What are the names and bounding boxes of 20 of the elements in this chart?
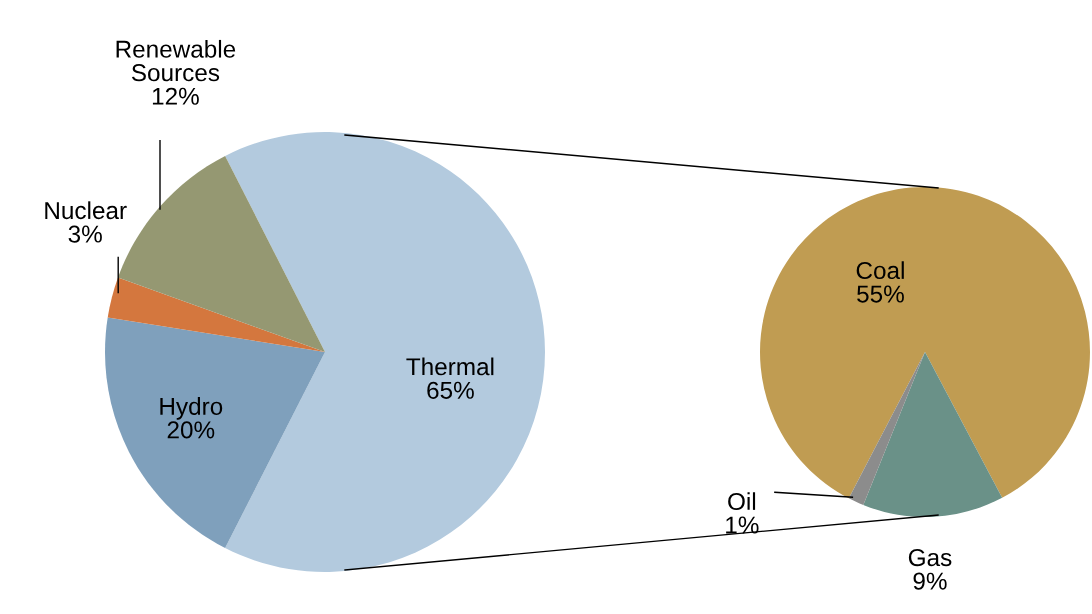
pie-slice (863, 352, 1003, 517)
slice-label: Oil (728, 492, 756, 511)
slice-label: Thermal (406, 357, 494, 376)
data-label: 12% (152, 87, 199, 105)
pie-slice (225, 132, 545, 572)
pie-slice (107, 277, 325, 352)
slice-label: Renewable Sources (116, 39, 236, 82)
data-label: 1% (726, 516, 759, 534)
data-label: 65% (427, 381, 474, 399)
pie-slice (105, 317, 325, 549)
data-label: 9% (913, 572, 947, 590)
data-label: 3% (68, 225, 102, 243)
data-label: 20% (167, 421, 215, 439)
pie-slice (760, 187, 1090, 499)
pie-slice (848, 352, 925, 506)
slice-label: Coal (856, 261, 904, 280)
slice-label: Gas (908, 548, 952, 567)
data-label: 55% (857, 285, 904, 303)
slice-label: Nuclear (45, 201, 127, 220)
slice-label: Hydro (160, 397, 223, 420)
